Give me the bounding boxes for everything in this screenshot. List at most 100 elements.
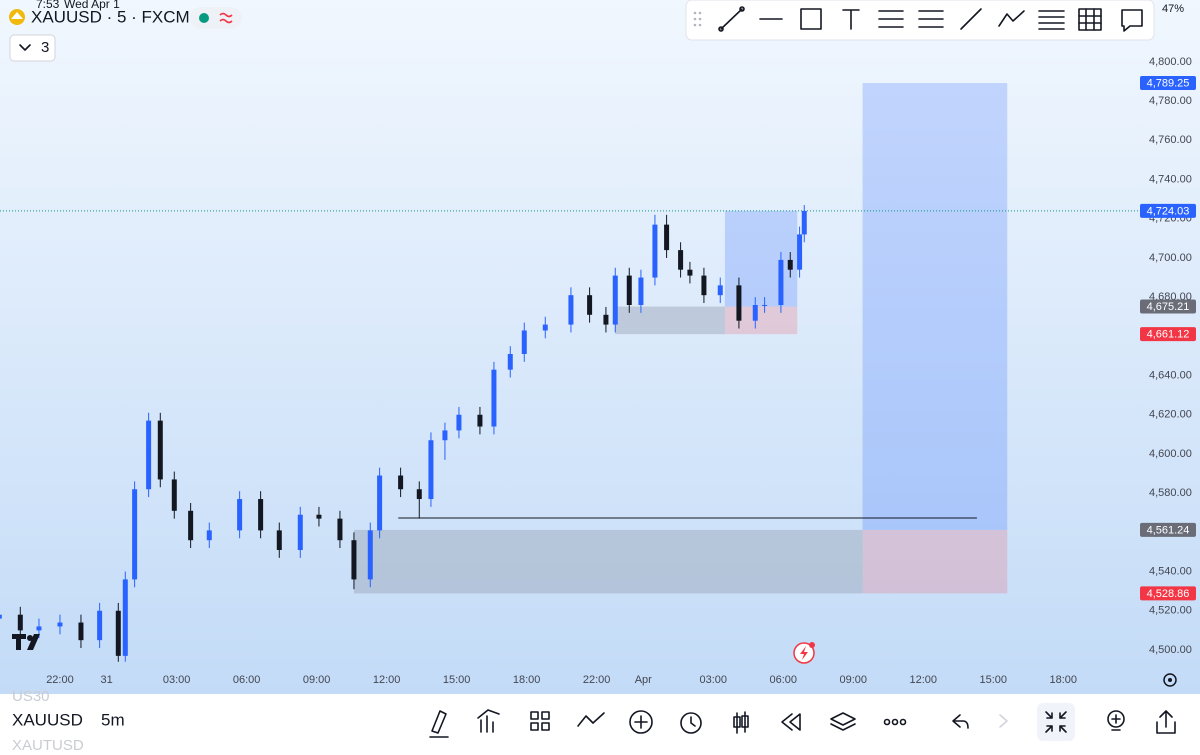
status-time: 7:53 <box>36 0 60 11</box>
y-tick-label: 4,540.00 <box>1149 565 1192 577</box>
y-tick-label: 4,760.00 <box>1149 134 1192 146</box>
candle-body <box>678 250 684 270</box>
candle-body <box>351 540 357 580</box>
candle-body <box>801 210 807 235</box>
x-tick-label: 18:00 <box>1049 674 1077 686</box>
plot-area <box>0 83 1140 662</box>
candle-body <box>568 295 574 325</box>
candle-body <box>206 530 212 541</box>
x-tick-label: Apr <box>635 674 652 686</box>
price-tag <box>1140 203 1196 218</box>
price-tag <box>1140 327 1196 342</box>
candle-body <box>57 622 63 627</box>
x-tick-label: 15:00 <box>979 674 1007 686</box>
candle-body <box>587 295 593 315</box>
candle-body <box>17 614 23 631</box>
candle-body <box>428 440 434 500</box>
candle-body <box>491 369 497 427</box>
bottom-toolbar[interactable] <box>429 703 1176 741</box>
candle-body <box>507 353 513 370</box>
candle-body <box>237 499 243 531</box>
price-tag-label: 4,661.12 <box>1147 329 1190 341</box>
candle-body <box>752 304 758 321</box>
settings-button[interactable] <box>1163 673 1177 687</box>
x-tick-label: 22:00 <box>583 674 611 686</box>
x-tick-label: 12:00 <box>373 674 401 686</box>
symbol-title[interactable]: XAUUSD · 5 · FXCM <box>31 7 190 26</box>
indicators-button[interactable] <box>9 34 56 62</box>
status-date: Wed Apr 1 <box>64 0 120 11</box>
y-tick-label: 4,780.00 <box>1149 95 1192 107</box>
stop-zone <box>724 306 798 335</box>
candle-body <box>701 275 707 296</box>
candle-body <box>612 275 618 325</box>
candle-body <box>778 259 784 305</box>
candle-body <box>36 626 42 631</box>
y-tick-label: 4,640.00 <box>1149 369 1192 381</box>
candle-body <box>337 518 343 541</box>
x-tick-label: 18:00 <box>513 674 541 686</box>
candle-body <box>297 514 303 551</box>
alert-badge[interactable] <box>793 642 815 664</box>
x-tick-label: 03:00 <box>699 674 727 686</box>
ghost-symbol-below: XAUTUSD <box>12 737 84 750</box>
candle-body <box>398 475 404 490</box>
zone <box>353 529 863 594</box>
candle-body <box>258 499 264 531</box>
x-tick-label: 09:00 <box>303 674 331 686</box>
candle-body <box>787 259 793 270</box>
candle-body <box>664 224 670 251</box>
candle-body <box>797 234 803 270</box>
candle-body <box>652 224 658 278</box>
target-zone <box>862 83 1008 530</box>
x-tick-label: 06:00 <box>769 674 797 686</box>
candle-body <box>542 324 548 331</box>
x-tick-label: 22:00 <box>46 674 74 686</box>
y-tick-label: 4,800.00 <box>1149 56 1192 68</box>
candle-body <box>171 479 177 511</box>
stop-zone <box>862 529 1008 594</box>
chart-background <box>0 0 1200 694</box>
candle-body <box>78 622 84 641</box>
candle-body <box>367 530 373 580</box>
bottom-symbol[interactable]: XAUUSD <box>12 710 83 729</box>
ghost-symbol-above: US30 <box>12 688 50 705</box>
status-battery: 47% <box>1162 3 1184 15</box>
candle-body <box>456 414 462 431</box>
price-tag-label: 4,789.25 <box>1147 77 1190 89</box>
candle-body <box>687 269 693 276</box>
symbol-icon <box>9 9 25 25</box>
bottom-bar <box>0 694 1200 750</box>
y-tick-label: 4,500.00 <box>1149 644 1192 656</box>
axes: 4,500.004,520.004,540.004,560.004,580.00… <box>46 56 1196 686</box>
candle-body <box>132 489 138 580</box>
x-tick-label: 15:00 <box>443 674 471 686</box>
candle-body <box>638 277 644 305</box>
price-tag <box>1140 586 1196 601</box>
candle-body <box>626 275 632 305</box>
x-tick-label: 09:00 <box>839 674 867 686</box>
price-tag-label: 4,724.03 <box>1147 205 1190 217</box>
price-tag <box>1140 299 1196 314</box>
candle-body <box>442 430 448 441</box>
candle-body <box>188 510 194 541</box>
candle-body <box>717 285 723 296</box>
x-axis: 22:00 31 03:00 06:00 09:00 12:00 15:00 18:00 22:… <box>46 674 1077 686</box>
candle-body <box>521 330 527 354</box>
watermark-logo <box>12 634 40 650</box>
candle-body <box>416 489 422 500</box>
candle-body <box>762 304 768 306</box>
x-tick-label: 31 <box>101 674 113 686</box>
price-tag <box>1140 522 1196 537</box>
bottom-interval[interactable]: 5m <box>101 710 125 729</box>
price-tag-label: 4,528.86 <box>1147 588 1190 600</box>
candle-body <box>377 475 383 531</box>
status-pills <box>190 7 242 29</box>
target-zone <box>724 210 798 307</box>
y-tick-label: 4,600.00 <box>1149 448 1192 460</box>
candle-body <box>0 614 2 619</box>
x-tick-label: 03:00 <box>163 674 191 686</box>
candle-body <box>316 514 322 519</box>
